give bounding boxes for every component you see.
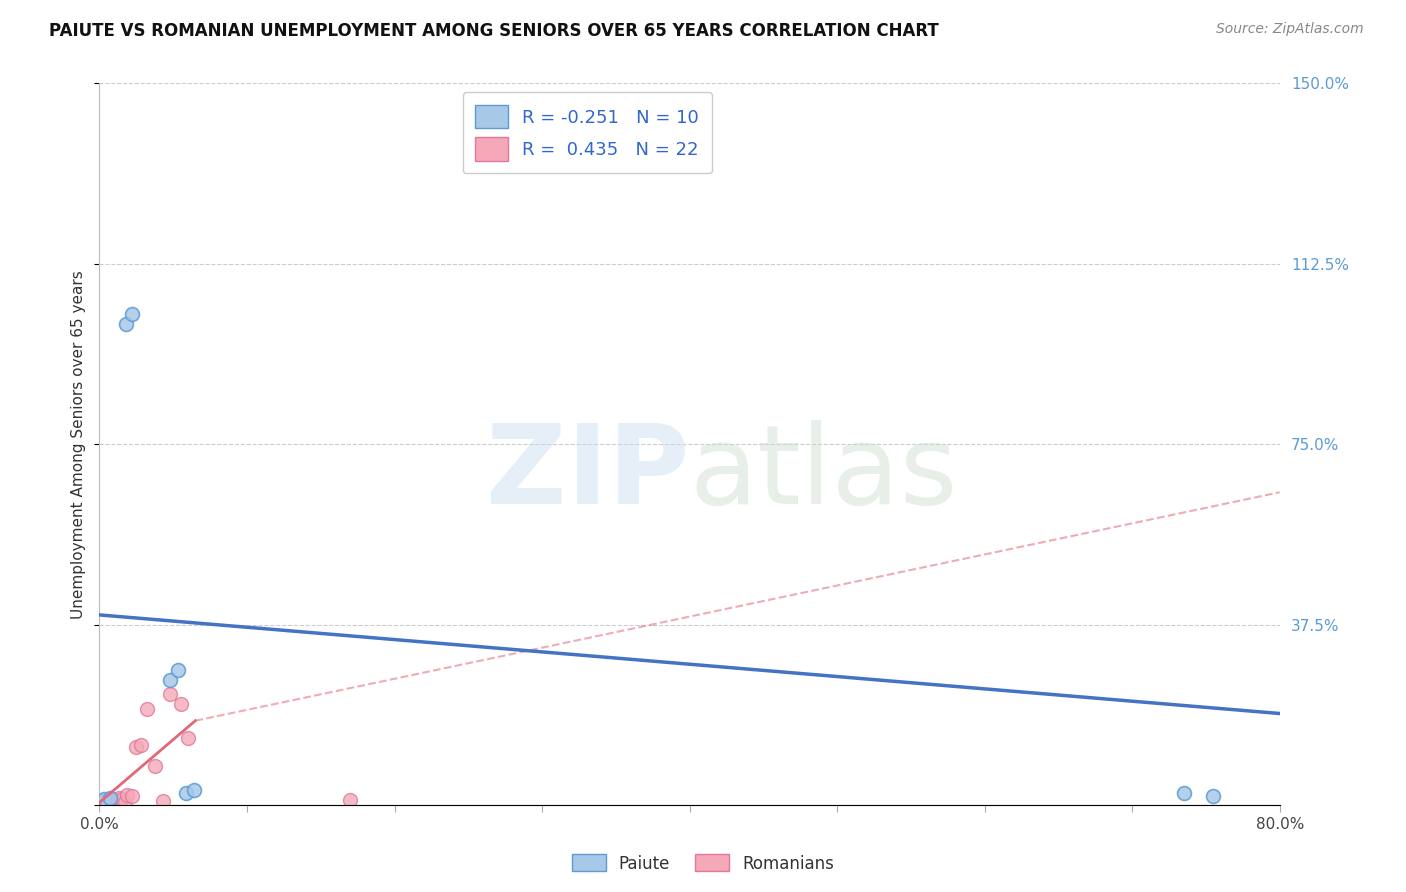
Point: [114, 796, 136, 810]
Point: [101, 794, 124, 808]
Point: [125, 740, 148, 755]
Point: [1202, 789, 1225, 804]
Text: atlas: atlas: [689, 419, 957, 526]
Legend: R = -0.251   N = 10, R =  0.435   N = 22: R = -0.251 N = 10, R = 0.435 N = 22: [463, 93, 711, 173]
Point: [152, 794, 174, 808]
Y-axis label: Unemployment Among Seniors over 65 years: Unemployment Among Seniors over 65 years: [72, 269, 86, 618]
Point: [129, 738, 152, 752]
Point: [166, 663, 188, 677]
Point: [110, 792, 132, 806]
Point: [93, 792, 115, 806]
Point: [1173, 786, 1195, 800]
Point: [98, 793, 121, 807]
Legend: Paiute, Romanians: Paiute, Romanians: [565, 847, 841, 880]
Point: [159, 673, 181, 687]
Point: [159, 687, 181, 701]
Text: PAIUTE VS ROMANIAN UNEMPLOYMENT AMONG SENIORS OVER 65 YEARS CORRELATION CHART: PAIUTE VS ROMANIAN UNEMPLOYMENT AMONG SE…: [49, 22, 939, 40]
Point: [121, 307, 143, 321]
Point: [100, 792, 122, 806]
Text: Source: ZipAtlas.com: Source: ZipAtlas.com: [1216, 22, 1364, 37]
Point: [94, 796, 117, 810]
Point: [115, 317, 138, 331]
Point: [104, 795, 127, 809]
Point: [176, 786, 198, 800]
Point: [96, 795, 118, 809]
Point: [121, 789, 143, 804]
Point: [97, 796, 120, 810]
Point: [91, 794, 114, 808]
Point: [145, 759, 167, 773]
Point: [177, 731, 200, 745]
Text: ZIP: ZIP: [486, 419, 689, 526]
Point: [107, 790, 129, 805]
Point: [135, 702, 157, 716]
Point: [339, 793, 361, 807]
Point: [117, 789, 139, 803]
Point: [183, 783, 205, 797]
Point: [98, 790, 121, 805]
Point: [169, 697, 191, 711]
